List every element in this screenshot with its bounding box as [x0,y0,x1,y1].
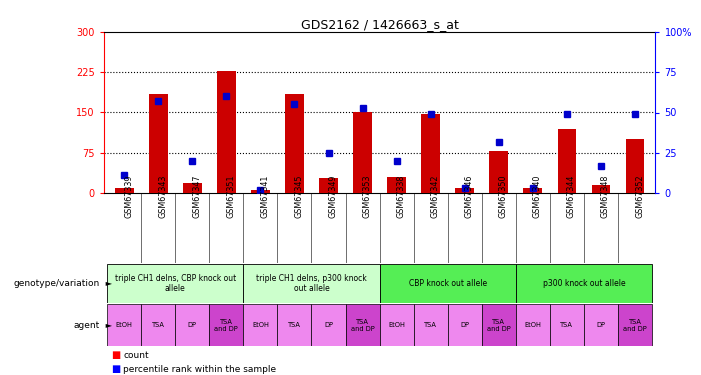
Text: DP: DP [597,322,606,328]
Text: EtOH: EtOH [116,322,132,328]
Text: EtOH: EtOH [252,322,269,328]
Text: ■: ■ [111,364,120,374]
Bar [278,304,311,346]
Text: triple CH1 delns, p300 knock
out allele: triple CH1 delns, p300 knock out allele [256,274,367,293]
Text: TSA
and DP: TSA and DP [487,319,510,332]
Bar [482,304,516,346]
Text: GSM67338: GSM67338 [397,175,406,218]
Text: EtOH: EtOH [524,322,541,328]
Text: DP: DP [188,322,197,328]
Text: GSM67345: GSM67345 [294,175,304,218]
Bar [380,304,414,346]
Bar [387,177,406,193]
Bar [210,304,243,346]
Bar [421,114,440,193]
Text: TSA
and DP: TSA and DP [215,319,238,332]
Text: GSM67351: GSM67351 [226,175,236,218]
Text: TSA: TSA [152,322,165,328]
Bar [346,304,380,346]
Text: GSM67353: GSM67353 [362,175,372,218]
Bar [584,304,618,346]
Bar [557,129,576,193]
Bar [353,112,372,193]
Bar [380,264,516,303]
Bar [489,151,508,193]
Text: GSM67344: GSM67344 [567,175,576,218]
Text: genotype/variation: genotype/variation [14,279,100,288]
Bar [618,304,652,346]
Text: TSA
and DP: TSA and DP [623,319,647,332]
Bar [217,70,236,193]
Bar [107,304,141,346]
Text: EtOH: EtOH [388,322,405,328]
Text: agent: agent [74,321,100,330]
Text: percentile rank within the sample: percentile rank within the sample [123,365,276,374]
Title: GDS2162 / 1426663_s_at: GDS2162 / 1426663_s_at [301,18,458,31]
Text: TSA: TSA [424,322,437,328]
Text: DP: DP [324,322,333,328]
Text: GSM67343: GSM67343 [158,175,168,218]
Bar [311,304,346,346]
Bar [183,183,202,193]
Bar [516,304,550,346]
Text: GSM67352: GSM67352 [635,175,644,218]
Text: count: count [123,351,149,360]
Bar [524,188,542,193]
Bar [251,190,270,193]
Text: TSA: TSA [288,322,301,328]
Bar [456,188,474,193]
Bar [319,178,338,193]
Bar [149,94,168,193]
Text: GSM67346: GSM67346 [465,175,474,218]
Text: GSM67341: GSM67341 [260,175,269,218]
Text: GSM67342: GSM67342 [430,175,440,218]
Text: GSM67347: GSM67347 [192,175,201,218]
Bar [243,304,278,346]
Bar [175,304,210,346]
Text: GSM67348: GSM67348 [601,175,610,218]
Bar [592,185,611,193]
Text: GSM67349: GSM67349 [329,175,337,218]
Text: TSA
and DP: TSA and DP [350,319,374,332]
Text: GSM67339: GSM67339 [124,175,133,218]
Text: p300 knock out allele: p300 knock out allele [543,279,625,288]
Text: CBP knock out allele: CBP knock out allele [409,279,486,288]
Bar [285,94,304,193]
Bar [107,264,243,303]
Text: ►: ► [103,321,112,330]
Bar [414,304,448,346]
Text: DP: DP [461,322,469,328]
Bar [448,304,482,346]
Text: triple CH1 delns, CBP knock out
allele: triple CH1 delns, CBP knock out allele [115,274,236,293]
Text: GSM67350: GSM67350 [499,175,508,218]
Bar [550,304,584,346]
Bar [625,140,644,193]
Bar [516,264,652,303]
Bar [141,304,175,346]
Bar [243,264,380,303]
Text: TSA: TSA [561,322,573,328]
Text: GSM67340: GSM67340 [533,175,542,218]
Text: ►: ► [103,279,112,288]
Bar [115,188,134,193]
Text: ■: ■ [111,350,120,360]
